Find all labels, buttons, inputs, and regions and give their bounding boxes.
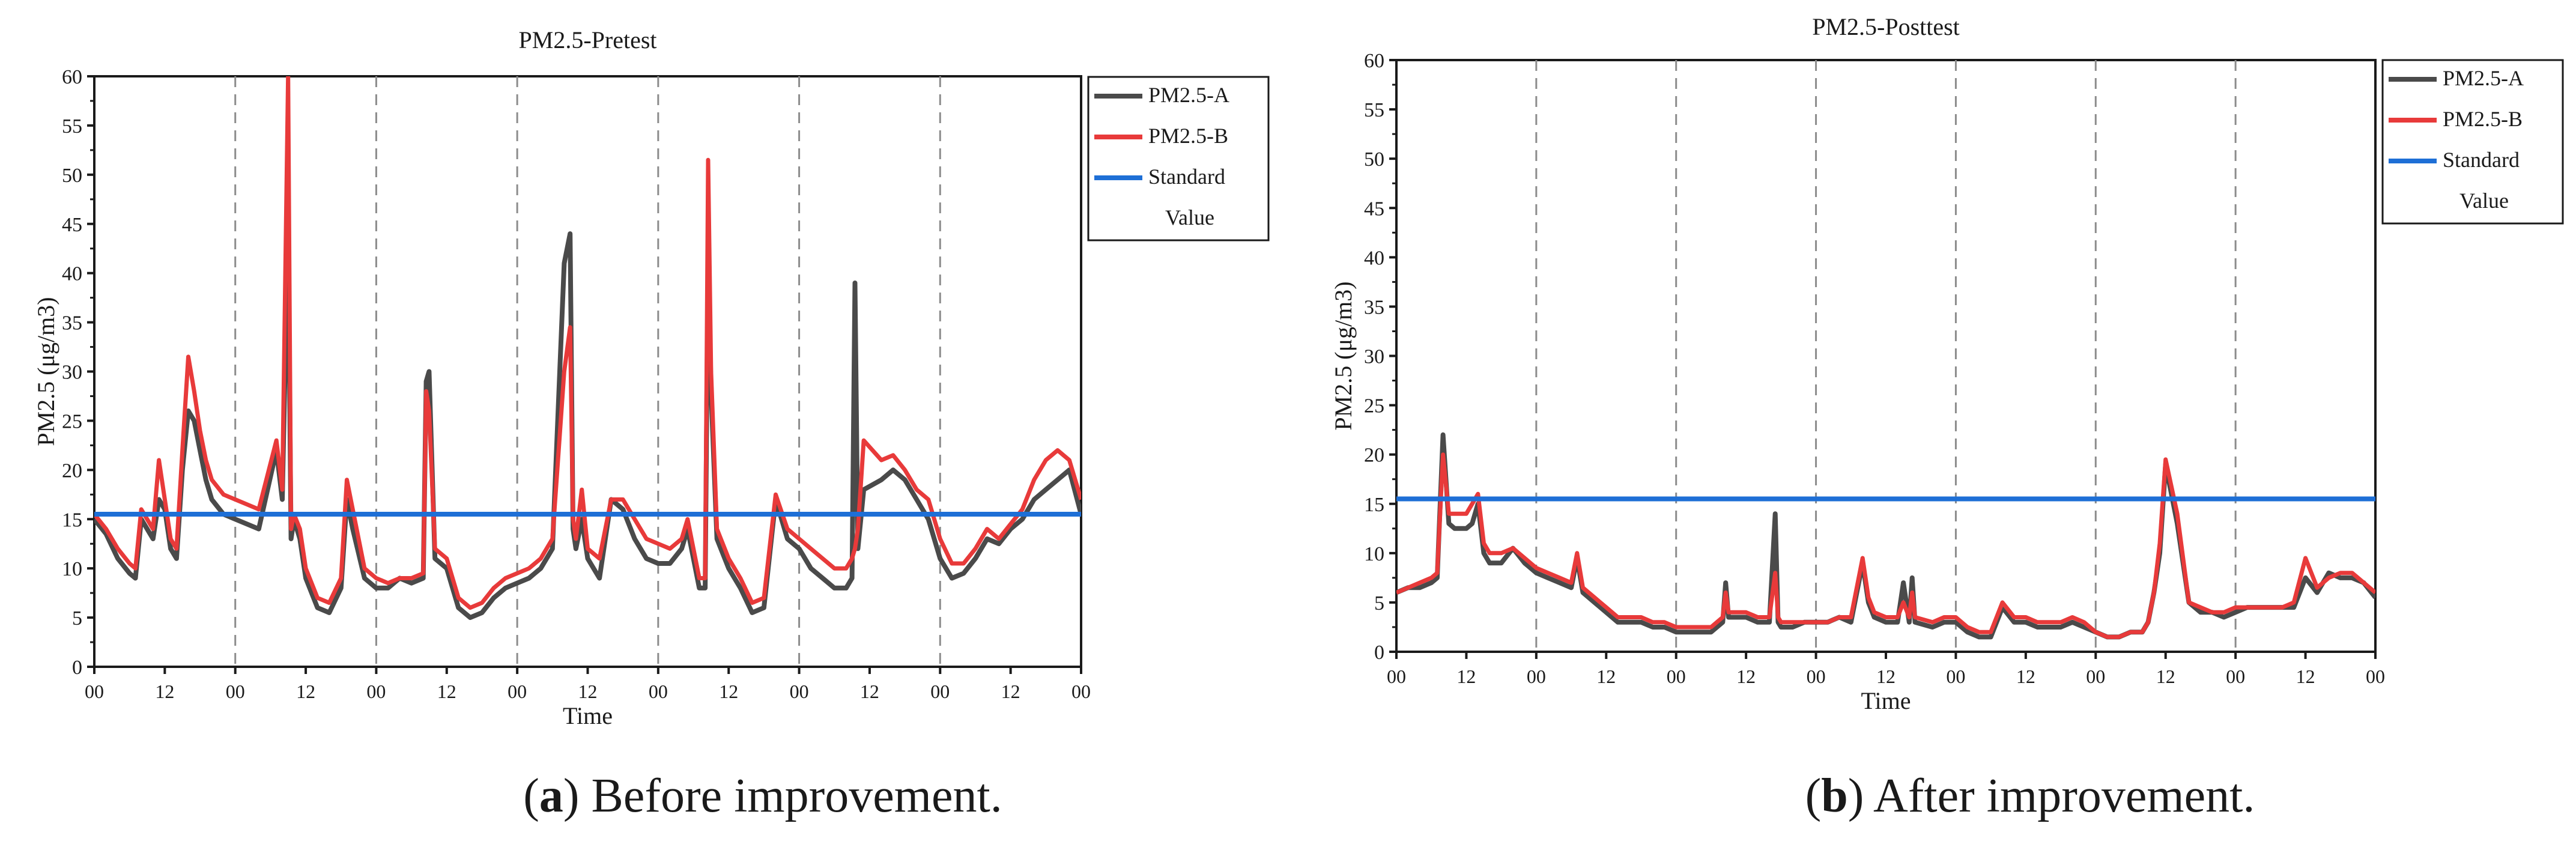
y-tick-label: 0 [72, 657, 82, 679]
legend-box [2381, 59, 2564, 225]
y-tick-label: 30 [1364, 346, 1384, 368]
y-tick-label: 15 [1364, 494, 1384, 516]
x-tick-label: 00 [930, 681, 950, 702]
x-tick-label: 00 [226, 681, 245, 702]
caption-b-text: After improvement. [1864, 770, 2255, 822]
y-tick-label: 45 [1364, 198, 1384, 220]
y-tick-label: 50 [62, 165, 82, 187]
plot-frame [1395, 59, 2377, 653]
y-tick-label: 40 [1364, 247, 1384, 269]
y-tick-label: 25 [1364, 395, 1384, 417]
caption-a-label: a [539, 770, 563, 822]
x-tick-label: 00 [790, 681, 809, 702]
y-tick-label: 40 [62, 263, 82, 285]
y-tick-label: 15 [62, 509, 82, 531]
x-tick-label: 00 [2086, 666, 2105, 687]
y-tick-label: 35 [62, 312, 82, 335]
y-tick-label: 20 [62, 460, 82, 482]
x-tick-label: 12 [1876, 666, 1896, 687]
chart-title: PM2.5-Posttest [1812, 13, 1960, 40]
series-line-pm2-5-a [1396, 432, 2375, 640]
legend-label: PM2.5-A [1148, 83, 1229, 107]
series-line-pm2-5-b [94, 76, 1081, 610]
chart-posttest: PM2.5-Posttest 0 5 10 15 20 25 30 35 40 45 50 55 60 00… [1330, 13, 2564, 714]
y-tick-label: 55 [62, 115, 82, 138]
x-tick-label: 00 [1667, 666, 1686, 687]
x-tick-label: 12 [437, 681, 456, 702]
x-tick-label: 12 [2296, 666, 2315, 687]
x-tick-label: 00 [1387, 666, 1406, 687]
x-tick-label: 00 [366, 681, 386, 702]
x-tick-label: 12 [860, 681, 879, 702]
chart-title: PM2.5-Pretest [519, 26, 657, 53]
legend-label: Value [2459, 189, 2509, 213]
legend-label: Value [1165, 205, 1214, 229]
y-axis-label: PM2.5 (μg/m3) [32, 297, 59, 446]
y-tick-label: 60 [1364, 50, 1384, 72]
plot-frame [93, 75, 1082, 668]
x-tick-label: 00 [2226, 666, 2245, 687]
x-tick-label: 00 [2366, 666, 2385, 687]
y-tick-label: 10 [62, 558, 82, 580]
x-tick-label: 00 [508, 681, 527, 702]
x-axis-label: Time [1861, 687, 1911, 714]
legend-label: PM2.5-B [1148, 124, 1228, 148]
legend-label: PM2.5-A [2443, 66, 2524, 90]
caption-a-text: Before improvement. [579, 770, 1002, 822]
x-tick-label: 00 [649, 681, 668, 702]
x-tick-label: 12 [296, 681, 315, 702]
x-tick-label: 00 [1527, 666, 1546, 687]
x-tick-label: 12 [2156, 666, 2175, 687]
legend-label: Standard [1148, 165, 1225, 189]
x-tick-label: 00 [1071, 681, 1091, 702]
legend-box [1087, 76, 1270, 241]
x-tick-label: 00 [85, 681, 104, 702]
series-line-pm2-5-a [94, 221, 1081, 621]
x-tick-label: 00 [1807, 666, 1826, 687]
x-tick-label: 12 [719, 681, 738, 702]
y-tick-label: 20 [1364, 445, 1384, 467]
y-axis-label: PM2.5 (μg/m3) [1330, 281, 1357, 430]
x-tick-label: 12 [1596, 666, 1616, 687]
y-tick-label: 50 [1364, 148, 1384, 171]
x-tick-label: 12 [1736, 666, 1756, 687]
x-tick-label: 12 [1001, 681, 1020, 702]
x-tick-label: 12 [578, 681, 598, 702]
x-tick-label: 12 [155, 681, 174, 702]
y-tick-label: 0 [1374, 642, 1384, 664]
y-tick-label: 55 [1364, 99, 1384, 121]
y-tick-label: 60 [62, 66, 82, 88]
caption-b: (b) After improvement. [1805, 770, 2255, 822]
y-tick-label: 45 [62, 214, 82, 236]
series-line-pm2-5-b [1396, 452, 2375, 639]
x-tick-label: 12 [1456, 666, 1476, 687]
x-tick-label: 00 [1946, 666, 1965, 687]
legend-label: PM2.5-B [2443, 107, 2523, 131]
x-axis-label: Time [563, 702, 613, 729]
caption-a: (a) Before improvement. [523, 770, 1002, 822]
chart-pretest: PM2.5-Pretest 0 5 10 15 20 25 30 35 40 45 50 55 60 00 1… [32, 26, 1270, 729]
y-tick-label: 5 [72, 607, 82, 630]
caption-b-label: b [1821, 770, 1848, 822]
x-tick-label: 12 [2016, 666, 2035, 687]
y-tick-label: 10 [1364, 543, 1384, 565]
y-tick-label: 30 [62, 362, 82, 384]
legend-label: Standard [2443, 148, 2520, 172]
y-tick-label: 35 [1364, 296, 1384, 318]
y-tick-label: 5 [1374, 592, 1384, 615]
y-tick-label: 25 [62, 410, 82, 433]
